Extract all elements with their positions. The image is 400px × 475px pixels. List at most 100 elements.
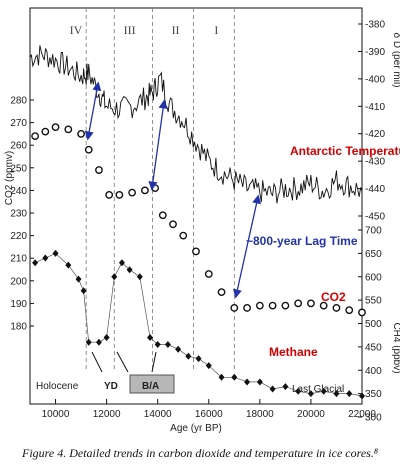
annotation-co2: CO2 xyxy=(321,290,346,304)
right-bottom-tick-label-500: 500 xyxy=(365,319,382,330)
data-series xyxy=(29,45,366,400)
left-tick-label-220: 220 xyxy=(10,231,27,242)
right-bottom-tick-label-700: 700 xyxy=(365,226,382,237)
methane-point-31 xyxy=(359,392,365,400)
co2-point-9 xyxy=(128,188,137,197)
co2-point-14 xyxy=(179,231,188,240)
holocene-bracket xyxy=(91,351,103,373)
left-tick-label-190: 190 xyxy=(10,299,27,310)
figure-caption: Figure 4. Detailed trends in carbon diox… xyxy=(22,446,378,460)
co2-point-7 xyxy=(105,191,114,199)
co2-point-2 xyxy=(51,123,60,132)
x-axis-label: Age (yr BP) xyxy=(170,423,222,434)
methane-point-8 xyxy=(103,334,110,342)
left-tick-label-200: 200 xyxy=(10,276,27,287)
methane-point-24 xyxy=(269,385,276,393)
x-tick-label-20000: 20000 xyxy=(297,409,325,420)
co2-point-0 xyxy=(31,132,40,141)
methane-point-11 xyxy=(126,266,133,274)
methane-point-2 xyxy=(52,249,59,257)
methane-point-1 xyxy=(42,254,49,262)
temperature-line xyxy=(29,45,363,204)
annotation-antarctic-temperature-1: Antarctic Temperature xyxy=(290,144,400,158)
methane-point-4 xyxy=(75,275,82,283)
co2-point-12 xyxy=(158,211,167,220)
left-tick-label-280: 280 xyxy=(10,96,27,107)
methane-point-3 xyxy=(65,261,72,269)
methane-point-27 xyxy=(307,390,314,398)
left-tick-label-270: 270 xyxy=(10,118,27,129)
co2-point-6 xyxy=(95,166,103,174)
x-tick-label-10000: 10000 xyxy=(42,409,70,420)
period-labels: IV III II I xyxy=(70,23,219,37)
period-label-II: II xyxy=(172,23,180,37)
label-last-glacial: Last Glacial xyxy=(292,384,344,395)
co2-point-19 xyxy=(243,304,251,312)
lag-arrow-1 xyxy=(84,81,102,141)
right-axis-top-label: δ D (per mil) xyxy=(391,32,400,87)
period-label-I: I xyxy=(214,23,218,37)
label-ba: B/A xyxy=(142,381,159,392)
right-bottom-tick-label-650: 650 xyxy=(365,249,382,260)
co2-point-10 xyxy=(141,186,149,195)
methane-point-20 xyxy=(218,373,225,381)
methane-point-5 xyxy=(80,287,87,295)
co2-point-16 xyxy=(204,270,213,278)
co2-point-26 xyxy=(332,304,341,312)
x-tick-label-18000: 18000 xyxy=(246,409,274,420)
right-bottom-tick-label-300: 300 xyxy=(365,413,382,424)
methane-point-25 xyxy=(282,383,289,391)
x-tick-label-14000: 14000 xyxy=(144,409,172,420)
methane-point-12 xyxy=(136,273,143,281)
right-bottom-tick-label-550: 550 xyxy=(365,296,382,307)
left-tick-label-230: 230 xyxy=(10,209,27,220)
methane-point-16 xyxy=(175,345,182,353)
methane-point-7 xyxy=(95,338,102,346)
methane-point-23 xyxy=(256,378,263,386)
right-top-tick-label--390: -390 xyxy=(365,47,385,58)
left-tick-label-210: 210 xyxy=(10,254,27,265)
x-axis: 10000 12000 14000 16000 18000 20000 22000 xyxy=(42,399,376,420)
x-tick-label-16000: 16000 xyxy=(195,409,223,420)
period-label-III: III xyxy=(124,23,136,37)
right-axis-top: -380 -390 -400 -410 -420 -430 -440 -450 xyxy=(358,20,385,223)
right-top-tick-label--400: -400 xyxy=(365,74,385,85)
methane-point-26 xyxy=(295,387,302,395)
methane-point-0 xyxy=(32,259,39,267)
methane-point-28 xyxy=(320,387,327,395)
left-axis: 180 190 200 210 220 230 240 250 260 270 280 xyxy=(10,8,34,404)
label-holocene: Holocene xyxy=(36,381,79,392)
methane-point-13 xyxy=(147,334,154,342)
methane-point-21 xyxy=(231,373,238,381)
methane-point-10 xyxy=(118,259,125,267)
x-tick-label-22000: 22000 xyxy=(348,409,376,420)
co2-point-20 xyxy=(255,301,264,310)
right-axis-bottom-label: CH4 (ppbv) xyxy=(391,322,400,373)
ba-box xyxy=(129,374,175,394)
methane-point-15 xyxy=(164,341,171,349)
right-top-tick-label--410: -410 xyxy=(365,102,385,113)
left-tick-label-180: 180 xyxy=(10,322,27,333)
methane-line xyxy=(34,252,363,397)
co2-point-17 xyxy=(217,288,226,296)
right-axis-bottom: 700 650 600 550 500 450 400 350 300 xyxy=(358,226,382,424)
co2-point-15 xyxy=(192,247,200,256)
methane-point-17 xyxy=(185,352,192,360)
left-tick-label-250: 250 xyxy=(10,163,27,174)
co2-point-23 xyxy=(294,299,303,308)
ba-bracket xyxy=(151,351,157,373)
co2-point-24 xyxy=(307,299,315,308)
right-top-tick-label--450: -450 xyxy=(365,212,385,223)
right-top-tick-label--430: -430 xyxy=(365,157,385,168)
co2-point-4 xyxy=(77,129,85,138)
co2-point-21 xyxy=(268,301,277,310)
annotation-lag-time: ~800-year Lag Time xyxy=(246,234,358,248)
lag-arrow-3 xyxy=(232,194,262,299)
co2-point-3 xyxy=(64,125,73,134)
co2-point-27 xyxy=(345,306,354,315)
methane-point-29 xyxy=(333,390,340,398)
methane-point-22 xyxy=(244,378,251,386)
co2-point-22 xyxy=(281,301,290,310)
methane-point-6 xyxy=(85,338,92,346)
